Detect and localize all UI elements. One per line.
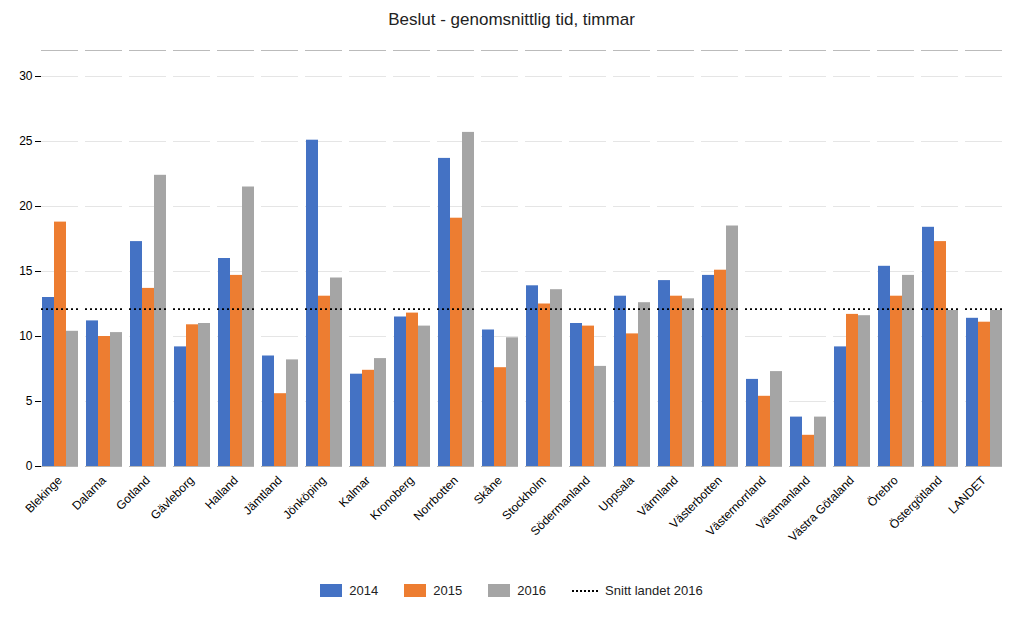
svg-text:25: 25 (19, 134, 33, 148)
svg-text:30: 30 (19, 69, 33, 83)
svg-text:20: 20 (19, 199, 33, 213)
svg-text:Gotland: Gotland (113, 473, 153, 513)
svg-text:5: 5 (26, 394, 33, 408)
svg-text:0: 0 (26, 459, 33, 473)
svg-text:Blekinge: Blekinge (22, 473, 65, 516)
svg-text:Norrbotten: Norrbotten (411, 473, 461, 523)
svg-text:Kronoberg: Kronoberg (367, 473, 417, 523)
svg-text:Västmanland: Västmanland (753, 473, 813, 533)
svg-text:Jönköping: Jönköping (280, 473, 329, 522)
html-text:Beslut - genomsnittlig tid, ti: Beslut - genomsnittlig tid, timmar (388, 10, 635, 29)
svg-text:Västra Götaland: Västra Götaland (786, 473, 857, 544)
svg-text:Västernorrland: Västernorrland (703, 473, 769, 539)
svg-text:Dalarna: Dalarna (69, 473, 109, 513)
svg-text:LANDET: LANDET (945, 473, 989, 517)
html-text:2015: 2015 (433, 583, 463, 598)
svg-text:Västerbotten: Västerbotten (666, 473, 725, 532)
html-text:2016: 2016 (517, 583, 547, 598)
svg-text:Gävleborg: Gävleborg (148, 473, 197, 522)
html-text:Snitt landet 2016: Snitt landet 2016 (605, 583, 703, 598)
svg-text:Kalmar: Kalmar (336, 473, 373, 510)
svg-text:10: 10 (19, 329, 33, 343)
html-text:2014: 2014 (349, 583, 379, 598)
svg-text:15: 15 (19, 264, 33, 278)
svg-text:Värmland: Värmland (635, 473, 681, 519)
svg-text:Halland: Halland (202, 473, 241, 512)
svg-text:Östergötland: Östergötland (886, 473, 944, 531)
svg-text:Södermanland: Södermanland (528, 473, 593, 538)
svg-text:Uppsala: Uppsala (596, 473, 637, 514)
svg-text:Örebro: Örebro (865, 473, 902, 510)
svg-text:Stockholm: Stockholm (499, 473, 549, 523)
svg-text:Jämtland: Jämtland (240, 473, 284, 517)
svg-text:Skåne: Skåne (471, 473, 505, 507)
